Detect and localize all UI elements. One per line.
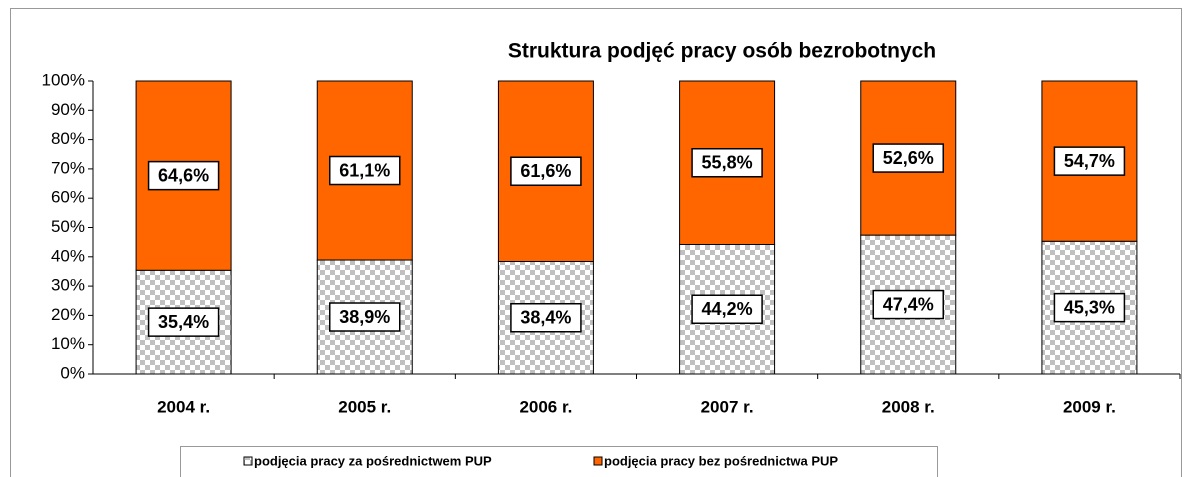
data-label-box xyxy=(147,307,220,337)
y-tick-label: 70% xyxy=(51,158,85,177)
legend-label: podjęcia pracy bez pośrednictwa PUP xyxy=(604,453,838,468)
data-label: 54,7% xyxy=(1064,151,1115,171)
y-tick-label: 50% xyxy=(51,217,85,236)
data-label-box xyxy=(872,289,944,320)
y-tick-label: 90% xyxy=(51,100,85,119)
x-tick-label: 2004 r. xyxy=(157,397,210,416)
x-tick-label: 2009 r. xyxy=(1063,397,1116,416)
data-label: 35,4% xyxy=(158,312,209,332)
data-label: 55,8% xyxy=(702,152,753,172)
y-tick-label: 80% xyxy=(51,129,85,148)
data-label-box xyxy=(329,302,401,332)
data-label: 61,6% xyxy=(520,161,571,181)
data-label-box xyxy=(1053,292,1126,323)
data-label: 44,2% xyxy=(702,299,753,319)
data-label-box xyxy=(510,302,582,333)
data-label-box xyxy=(510,156,582,186)
data-label-box xyxy=(691,294,763,324)
data-label: 45,3% xyxy=(1064,297,1115,317)
legend-box xyxy=(180,446,938,477)
y-tick-label: 100% xyxy=(42,70,85,89)
y-tick-label: 30% xyxy=(51,276,85,295)
data-label-box xyxy=(872,143,944,173)
y-tick-label: 60% xyxy=(51,188,85,207)
legend-swatch xyxy=(243,456,253,466)
y-tick-label: 40% xyxy=(51,246,85,265)
data-label-box xyxy=(1053,146,1126,176)
data-label-box xyxy=(691,147,763,178)
x-tick-label: 2008 r. xyxy=(882,397,935,416)
x-tick-label: 2007 r. xyxy=(701,397,754,416)
data-label: 38,4% xyxy=(520,307,571,327)
y-tick-label: 0% xyxy=(60,363,85,382)
data-label: 52,6% xyxy=(883,148,934,168)
legend-label: podjęcia pracy za pośrednictwem PUP xyxy=(254,453,492,468)
data-label: 47,4% xyxy=(883,294,934,314)
y-tick-label: 10% xyxy=(51,334,85,353)
y-tick-label: 20% xyxy=(51,305,85,324)
data-label-box xyxy=(329,155,401,186)
data-label-box xyxy=(147,160,220,191)
data-label: 38,9% xyxy=(339,307,390,327)
x-tick-label: 2005 r. xyxy=(338,397,391,416)
legend-swatch xyxy=(593,456,603,466)
chart-title: Struktura podjęć pracy osób bezrobotnych xyxy=(508,40,936,63)
data-label: 61,1% xyxy=(339,160,390,180)
x-tick-label: 2006 r. xyxy=(519,397,572,416)
data-label: 64,6% xyxy=(158,165,209,185)
